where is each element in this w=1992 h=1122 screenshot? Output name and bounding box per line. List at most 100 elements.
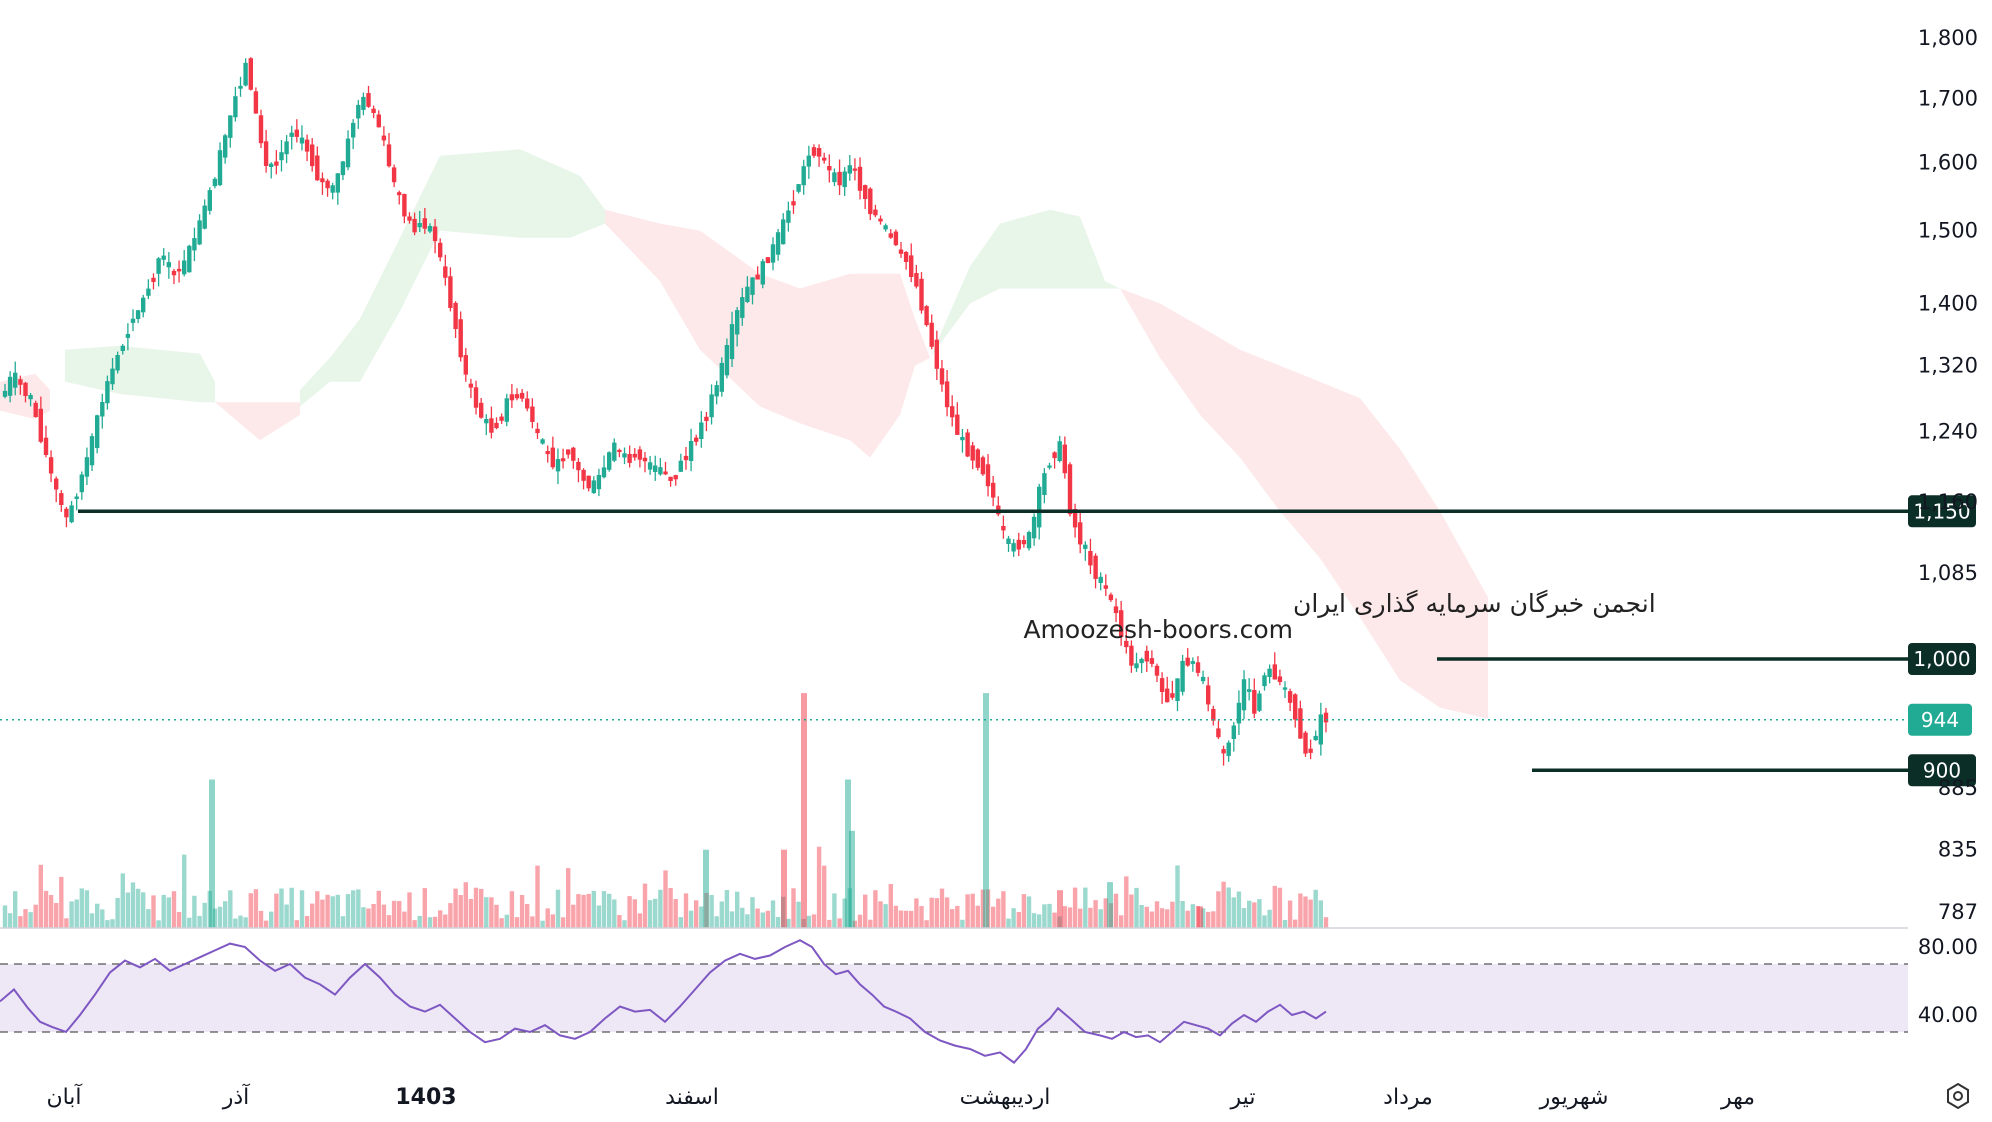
candle [576,458,581,483]
time-label: مهر [1720,1085,1755,1110]
volume-bar [647,900,653,928]
candle [48,450,54,483]
candle [166,252,171,279]
volume-bar [1144,906,1149,928]
volume-bar [832,893,837,928]
candle [1149,650,1155,668]
volume-bar [402,911,407,928]
candle [760,258,765,289]
volume-bar [340,916,346,928]
volume-bar [209,779,215,928]
volume-bar [845,779,851,928]
candle [1298,700,1303,739]
volume-bar [1154,901,1160,928]
candle [187,244,192,273]
candle [69,501,74,524]
candle [658,458,663,476]
volume-bar [89,913,95,928]
candle [74,493,79,511]
volume-bar [1016,912,1021,928]
volume-bar [95,903,100,928]
volume-bar [765,910,771,928]
candle [1252,678,1257,719]
volume-bar [427,917,433,928]
candle [632,448,637,461]
volume-bar [709,895,714,928]
candle [1236,690,1242,735]
volume-bar [18,916,23,928]
time-label: 1403 [395,1085,456,1110]
watermark-line2: Amoozesh-boors.com [1023,615,1293,644]
candle [1083,541,1088,561]
volume-bar [1303,896,1308,928]
candle [678,453,683,472]
volume-bar [146,909,151,928]
candle [345,130,351,171]
volume-bar [499,918,504,928]
price-tick: 1,240 [1918,420,1978,444]
candle [1031,513,1037,546]
candle [299,125,305,151]
candle [591,476,596,494]
time-label: شهریور [1539,1085,1609,1110]
candle [893,229,899,247]
volume-bar [637,913,643,928]
price-tick: 1,800 [1918,26,1978,50]
volume-bar [1072,887,1078,928]
candle [673,474,678,486]
settings-icon[interactable] [1947,1082,1969,1110]
candle [105,375,110,410]
candle [23,381,28,403]
volume-bar [1165,909,1170,928]
candle [1062,436,1067,479]
time-label: اردیبهشت [960,1085,1051,1110]
volume-bar [351,890,356,928]
volume-bar [79,888,84,928]
candle [837,159,842,195]
volume-bar [412,920,417,928]
volume-bar [919,906,924,928]
candle [315,146,320,181]
candle [944,370,950,417]
candle [1262,672,1267,691]
candle [228,115,233,148]
candle [704,412,709,432]
volume-bar [1262,915,1267,928]
volume-bar [1293,919,1298,928]
volume-bar [443,914,448,928]
volume-bar [576,894,581,928]
candle [1287,688,1293,711]
volume-bar [601,891,607,928]
candle [1165,676,1170,703]
volume-bar [1211,911,1216,928]
volume-bar [1052,912,1057,928]
volume-bar [688,910,694,928]
candle [422,208,427,234]
volume-bar [714,916,719,928]
candle [381,126,387,147]
volume-bar [719,901,724,928]
candle [335,173,340,205]
candle [448,267,453,312]
candle [796,184,801,194]
candle [253,87,259,114]
support-resistance-levels: 1,150 1,000 900 944 [0,495,1976,787]
candle [1221,745,1226,766]
volume-bar [663,870,668,928]
candle [714,380,719,405]
candle [709,384,714,425]
candle [801,159,806,195]
candle [540,438,545,445]
candle [176,260,182,283]
volume-bar [617,915,622,928]
candle [325,178,330,197]
volume-bar [571,904,576,928]
candle [212,177,218,189]
volume-bar [811,914,817,928]
volume-bar [504,914,509,928]
volume-bar [1231,897,1236,928]
volume-bar [1129,894,1134,928]
volume-bar [38,864,43,928]
volume-bar [1062,906,1067,928]
candle [1098,572,1103,591]
